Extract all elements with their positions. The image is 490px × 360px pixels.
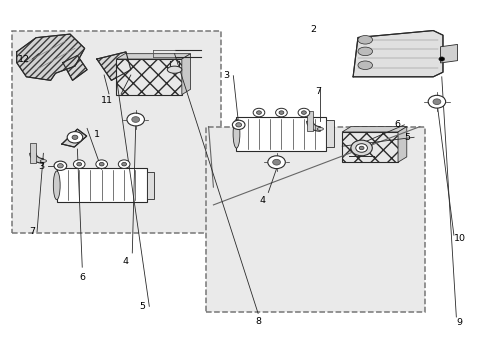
Ellipse shape: [167, 66, 182, 73]
Polygon shape: [307, 121, 320, 131]
Text: 4: 4: [123, 257, 129, 266]
Text: 10: 10: [454, 234, 466, 243]
Ellipse shape: [358, 47, 372, 56]
Polygon shape: [62, 129, 87, 147]
Text: 6: 6: [394, 120, 400, 129]
Ellipse shape: [67, 132, 83, 143]
Ellipse shape: [279, 111, 284, 114]
Text: 3: 3: [223, 71, 230, 80]
Text: 5: 5: [139, 302, 146, 311]
Polygon shape: [441, 44, 458, 63]
Polygon shape: [97, 52, 131, 80]
Ellipse shape: [132, 117, 140, 122]
Ellipse shape: [118, 160, 130, 168]
Ellipse shape: [232, 120, 245, 130]
Ellipse shape: [72, 135, 78, 139]
Text: 9: 9: [456, 318, 463, 327]
Polygon shape: [17, 34, 85, 80]
Ellipse shape: [275, 108, 287, 117]
Ellipse shape: [253, 108, 265, 117]
Text: 5: 5: [404, 133, 410, 142]
Ellipse shape: [40, 159, 47, 162]
Ellipse shape: [99, 162, 104, 166]
Ellipse shape: [433, 99, 441, 104]
Text: 12: 12: [18, 54, 30, 63]
Polygon shape: [353, 31, 443, 77]
Ellipse shape: [356, 144, 368, 152]
Ellipse shape: [358, 61, 372, 69]
Polygon shape: [342, 127, 407, 132]
Ellipse shape: [439, 57, 445, 61]
Ellipse shape: [359, 146, 364, 150]
Bar: [147, 172, 154, 199]
Ellipse shape: [236, 123, 242, 127]
Ellipse shape: [54, 161, 67, 170]
Ellipse shape: [96, 160, 107, 168]
Ellipse shape: [77, 162, 82, 166]
Bar: [116, 59, 182, 95]
Ellipse shape: [122, 162, 126, 166]
Ellipse shape: [428, 95, 445, 108]
Ellipse shape: [127, 113, 145, 126]
Text: 4: 4: [259, 196, 265, 205]
Bar: [57, 168, 147, 202]
Text: 1: 1: [94, 130, 100, 139]
Bar: [30, 143, 36, 163]
Ellipse shape: [233, 120, 240, 148]
Ellipse shape: [317, 127, 323, 130]
Text: 2: 2: [310, 25, 316, 34]
Text: 3: 3: [38, 162, 44, 171]
Text: 6: 6: [79, 273, 85, 282]
Ellipse shape: [57, 164, 63, 168]
Ellipse shape: [273, 159, 280, 165]
Text: 7: 7: [315, 87, 321, 96]
Ellipse shape: [74, 160, 85, 168]
Bar: [326, 120, 334, 147]
Ellipse shape: [268, 156, 285, 168]
Ellipse shape: [257, 111, 261, 114]
Bar: [206, 127, 425, 312]
Text: 11: 11: [100, 96, 113, 105]
Polygon shape: [30, 153, 44, 163]
Ellipse shape: [298, 108, 310, 117]
Ellipse shape: [301, 111, 306, 114]
Bar: [307, 111, 313, 131]
Polygon shape: [116, 54, 191, 59]
Text: 8: 8: [255, 317, 261, 326]
Ellipse shape: [358, 36, 372, 44]
Ellipse shape: [53, 171, 60, 200]
Bar: [342, 132, 398, 162]
Bar: [12, 31, 220, 233]
Polygon shape: [182, 54, 191, 95]
Bar: [237, 117, 326, 150]
Text: 7: 7: [29, 227, 35, 236]
Ellipse shape: [351, 140, 372, 156]
Polygon shape: [398, 127, 407, 162]
Polygon shape: [63, 55, 87, 80]
